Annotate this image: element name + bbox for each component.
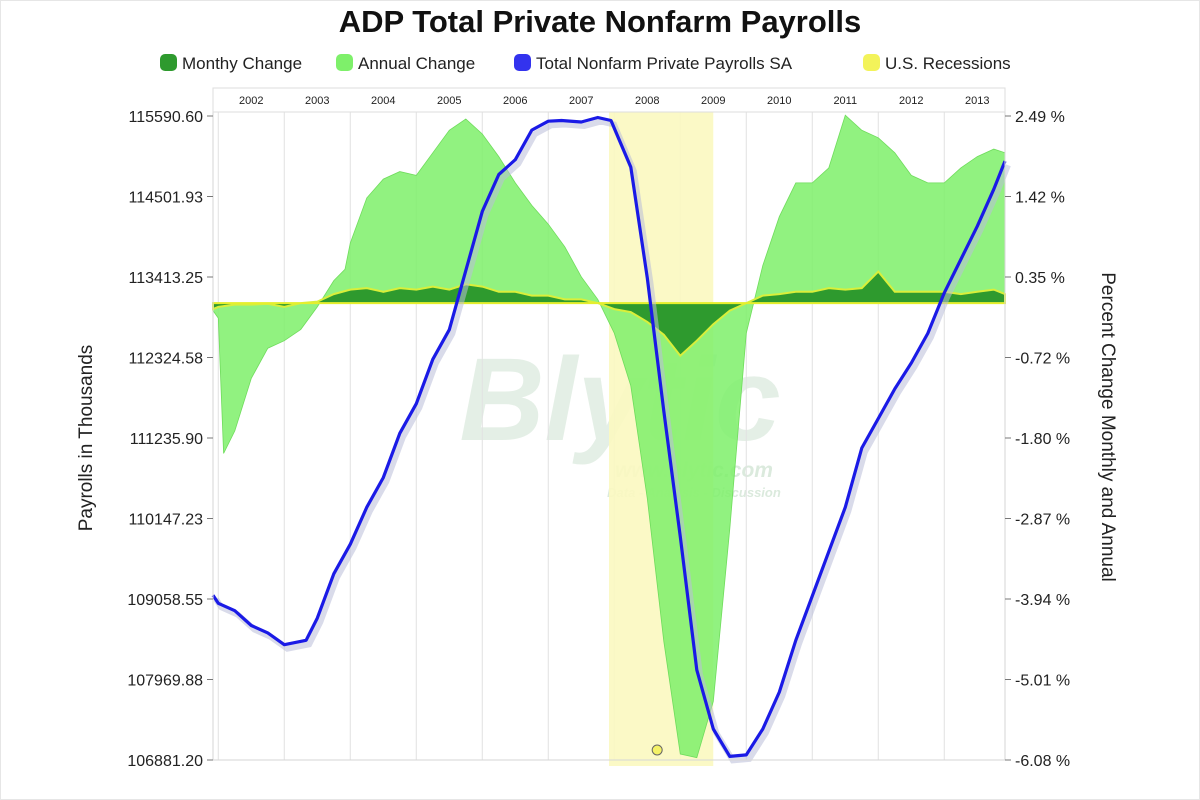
legend-swatch bbox=[863, 54, 880, 71]
right-tick-label: -5.01 % bbox=[1015, 673, 1070, 690]
legend-label: Total Nonfarm Private Payrolls SA bbox=[536, 54, 793, 73]
left-tick-label: 106881.20 bbox=[127, 753, 203, 770]
annual-change-area bbox=[212, 114, 1006, 759]
legend-label: Annual Change bbox=[358, 54, 475, 73]
right-tick-label: -6.08 % bbox=[1015, 753, 1070, 770]
legend-swatch bbox=[514, 54, 531, 71]
left-axis: 115590.60 114501.93 113413.25 112324.58 1112… bbox=[127, 109, 213, 770]
legend-swatch bbox=[336, 54, 353, 71]
right-tick-label: -1.80 % bbox=[1015, 431, 1070, 448]
year-label: 2005 bbox=[437, 95, 461, 107]
total-payrolls-line-shadow bbox=[213, 118, 1011, 764]
year-label: 2002 bbox=[239, 95, 263, 107]
right-tick-label: -0.72 % bbox=[1015, 351, 1070, 368]
plot-area bbox=[211, 87, 1011, 766]
right-tick-label: 1.42 % bbox=[1015, 190, 1065, 207]
monthly-change-area bbox=[212, 270, 1006, 358]
year-label: 2011 bbox=[833, 95, 857, 107]
legend-label: Monthy Change bbox=[182, 54, 302, 73]
year-label: 2004 bbox=[371, 95, 395, 107]
right-tick-label: -2.87 % bbox=[1015, 512, 1070, 529]
left-tick-label: 111235.90 bbox=[130, 431, 203, 448]
left-axis-title: Payrolls in Thousands bbox=[76, 345, 97, 532]
right-tick-label: 2.49 % bbox=[1015, 109, 1065, 126]
year-label: 2010 bbox=[767, 95, 791, 107]
left-tick-label: 115590.60 bbox=[129, 109, 204, 126]
right-tick-label: -3.94 % bbox=[1015, 592, 1070, 609]
right-axis: 2.49 % 1.42 % 0.35 % -0.72 % -1.80 % -2.87 % -… bbox=[1005, 109, 1070, 770]
left-tick-label: 109058.55 bbox=[127, 592, 203, 609]
chart-title: ADP Total Private Nonfarm Payrolls bbox=[339, 4, 862, 39]
recession-marker bbox=[651, 744, 663, 756]
left-tick-label: 110147.23 bbox=[129, 512, 204, 529]
year-label: 2006 bbox=[503, 95, 527, 107]
left-tick-label: 113413.25 bbox=[129, 270, 204, 287]
left-tick-label: 112324.58 bbox=[129, 351, 204, 368]
year-label: 2007 bbox=[569, 95, 593, 107]
year-label: 2008 bbox=[635, 95, 659, 107]
legend-swatch bbox=[160, 54, 177, 71]
year-label: 2009 bbox=[701, 95, 725, 107]
year-axis: 2002 2003 2004 2005 2006 2007 2008 2009 2010 2011… bbox=[212, 87, 1006, 113]
total-payrolls-line bbox=[211, 115, 1007, 758]
year-label: 2003 bbox=[305, 95, 329, 107]
right-axis-title: Percent Change Monthly and Annual bbox=[1097, 272, 1118, 582]
year-label-band bbox=[212, 87, 1006, 113]
left-tick-label: 107969.88 bbox=[127, 673, 203, 690]
legend-label: U.S. Recessions bbox=[885, 54, 1011, 73]
chart-legend: Monthy Change Annual Change Total Nonfarm … bbox=[160, 54, 1011, 73]
right-tick-label: 0.35 % bbox=[1015, 270, 1065, 287]
left-tick-label: 114501.93 bbox=[129, 190, 204, 207]
year-label: 2012 bbox=[899, 95, 923, 107]
year-label: 2013 bbox=[965, 95, 989, 107]
